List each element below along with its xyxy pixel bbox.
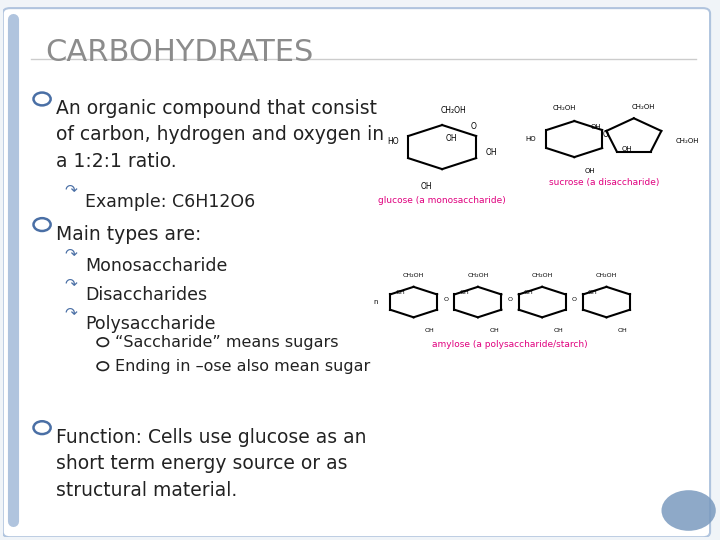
- Text: Main types are:: Main types are:: [56, 225, 202, 244]
- Text: “Saccharide” means sugars: “Saccharide” means sugars: [115, 335, 338, 350]
- Text: OH: OH: [523, 290, 534, 295]
- Text: OH: OH: [618, 328, 628, 334]
- Text: CH₂OH: CH₂OH: [403, 273, 424, 278]
- Text: CH₂OH: CH₂OH: [595, 273, 617, 278]
- Text: CH₂OH: CH₂OH: [631, 104, 655, 110]
- Text: OH: OH: [420, 183, 432, 191]
- Text: CH₂OH: CH₂OH: [531, 273, 553, 278]
- FancyBboxPatch shape: [3, 8, 710, 537]
- Text: O: O: [508, 297, 513, 302]
- Text: CH₂OH: CH₂OH: [553, 105, 577, 111]
- Text: ↷: ↷: [64, 276, 77, 291]
- Text: glucose (a monosaccharide): glucose (a monosaccharide): [378, 195, 506, 205]
- Text: OH: OH: [585, 168, 595, 174]
- Text: ↷: ↷: [64, 246, 77, 261]
- Text: ↷: ↷: [64, 305, 77, 320]
- Text: sucrose (a disaccharide): sucrose (a disaccharide): [549, 178, 660, 186]
- Text: OH: OH: [395, 290, 405, 295]
- Text: O: O: [471, 122, 477, 131]
- Text: OH: OH: [425, 328, 435, 334]
- Text: Function: Cells use glucose as an
short term energy source or as
structural mate: Function: Cells use glucose as an short …: [56, 428, 367, 500]
- Text: n: n: [374, 299, 378, 305]
- Text: CH₂OH: CH₂OH: [675, 138, 699, 145]
- Text: OH: OH: [588, 290, 598, 295]
- Text: CH₂OH: CH₂OH: [467, 273, 489, 278]
- Text: O: O: [572, 297, 577, 302]
- Text: OH: OH: [490, 328, 499, 334]
- Text: O: O: [444, 297, 449, 302]
- Text: CH₂OH: CH₂OH: [441, 106, 467, 114]
- Text: Polysaccharide: Polysaccharide: [85, 315, 215, 333]
- Text: HO: HO: [525, 136, 536, 142]
- Text: OH: OH: [485, 148, 497, 158]
- Text: ↷: ↷: [64, 183, 77, 197]
- Text: amylose (a polysaccharide/starch): amylose (a polysaccharide/starch): [432, 340, 588, 349]
- Text: Monosaccharide: Monosaccharide: [85, 256, 228, 275]
- Text: HO: HO: [387, 137, 399, 146]
- Text: OH: OH: [459, 290, 469, 295]
- Text: CARBOHYDRATES: CARBOHYDRATES: [45, 37, 314, 66]
- Text: OH: OH: [446, 134, 458, 143]
- Text: OH: OH: [622, 146, 633, 152]
- Text: OH: OH: [590, 124, 601, 130]
- Text: OH: OH: [554, 328, 563, 334]
- Text: O: O: [603, 130, 608, 139]
- Circle shape: [662, 490, 716, 531]
- Text: An organic compound that consist
of carbon, hydrogen and oxygen in
a 1:2:1 ratio: An organic compound that consist of carb…: [56, 99, 384, 171]
- Text: Example: C6H12O6: Example: C6H12O6: [85, 192, 255, 211]
- Text: Ending in –ose also mean sugar: Ending in –ose also mean sugar: [115, 359, 370, 374]
- Text: Disaccharides: Disaccharides: [85, 286, 207, 304]
